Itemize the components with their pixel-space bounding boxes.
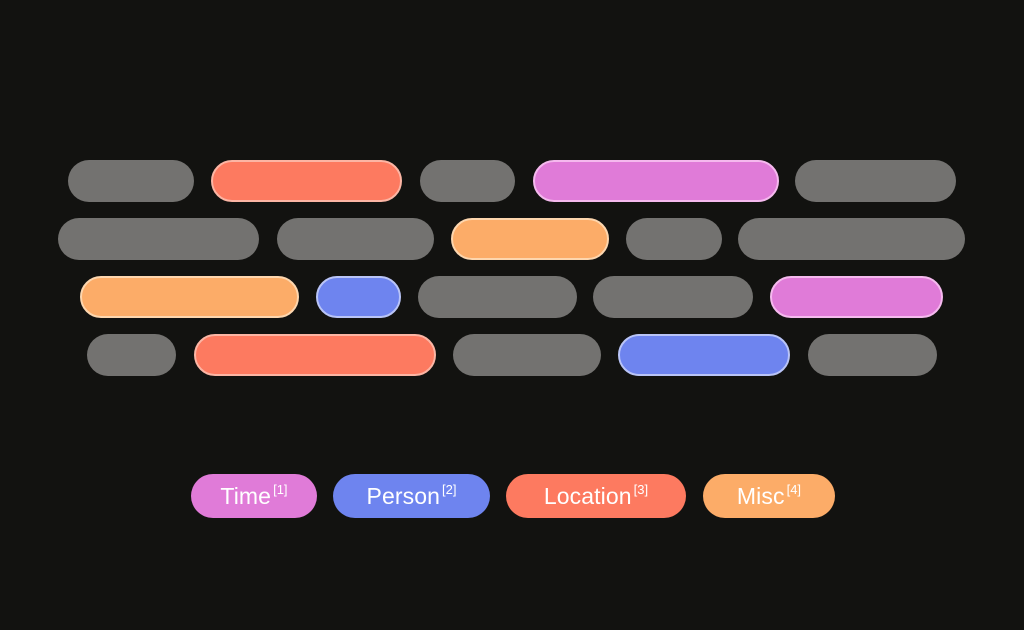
legend-chip-shortcut-key: [2]	[442, 482, 457, 497]
token-chip[interactable]	[626, 218, 722, 260]
legend-chip-shortcut-key: [4]	[786, 482, 802, 497]
token-row	[0, 218, 1024, 260]
token-rows-container	[0, 160, 1024, 376]
token-chip[interactable]	[418, 276, 577, 318]
token-chip-location[interactable]	[211, 160, 402, 202]
legend-chip-label: Misc	[736, 482, 785, 509]
token-chip[interactable]	[453, 334, 601, 376]
token-chip-time[interactable]	[533, 160, 779, 202]
token-chip-misc[interactable]	[451, 218, 609, 260]
token-row	[0, 334, 1024, 376]
token-chip[interactable]	[277, 218, 434, 260]
legend-chip-shortcut-key: [1]	[273, 482, 288, 497]
legend-chip-location[interactable]: Location [3]	[506, 474, 686, 518]
token-chip-person[interactable]	[316, 276, 401, 318]
token-chip[interactable]	[58, 218, 259, 260]
token-chip[interactable]	[738, 218, 965, 260]
legend-chip-misc[interactable]: Misc [4]	[703, 474, 835, 518]
token-chip[interactable]	[795, 160, 956, 202]
legend-chip-label: Person	[366, 482, 440, 509]
entity-legend: Time [1] Person [2] Location [3] Misc [4]	[0, 474, 1024, 520]
legend-chip-label: Time	[220, 482, 272, 509]
legend-chip-time[interactable]: Time [1]	[191, 474, 317, 518]
token-chip[interactable]	[68, 160, 194, 202]
token-chip[interactable]	[593, 276, 753, 318]
token-chip[interactable]	[87, 334, 176, 376]
legend-chip-label: Location	[543, 482, 632, 509]
token-chip-time[interactable]	[770, 276, 943, 318]
token-row	[0, 160, 1024, 202]
token-row	[0, 276, 1024, 318]
token-chip-location[interactable]	[194, 334, 436, 376]
legend-chip-person[interactable]: Person [2]	[333, 474, 490, 518]
token-chip-person[interactable]	[618, 334, 790, 376]
legend-chip-shortcut-key: [3]	[633, 482, 649, 497]
token-chip-misc[interactable]	[80, 276, 299, 318]
token-chip[interactable]	[808, 334, 937, 376]
token-chip[interactable]	[420, 160, 515, 202]
